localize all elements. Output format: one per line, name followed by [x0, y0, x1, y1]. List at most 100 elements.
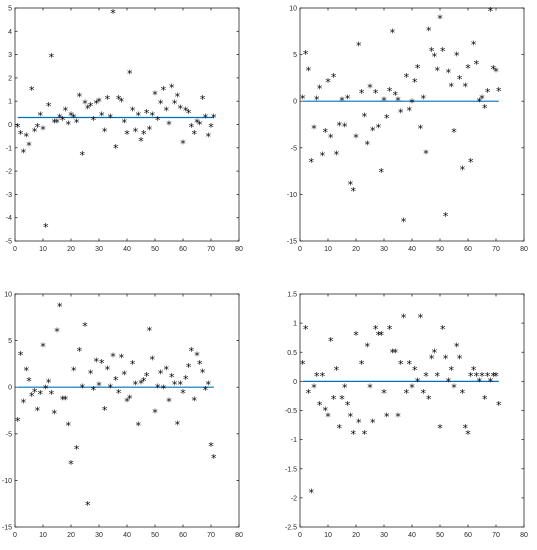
- data-point: *: [26, 140, 32, 153]
- data-point: *: [451, 381, 457, 394]
- data-point: *: [339, 393, 345, 406]
- y-tick-label: -10: [2, 478, 12, 485]
- data-point: *: [82, 98, 88, 111]
- data-point: *: [147, 123, 153, 136]
- data-point: *: [401, 216, 407, 229]
- data-point: *: [205, 379, 211, 392]
- data-point: *: [29, 390, 35, 403]
- data-point: *: [387, 85, 393, 98]
- data-point: *: [71, 365, 77, 378]
- data-point: *: [488, 376, 494, 389]
- data-point: *: [381, 387, 387, 400]
- data-point: *: [37, 109, 43, 122]
- data-point: *: [85, 102, 91, 115]
- data-point: *: [367, 381, 373, 394]
- data-point: *: [420, 93, 426, 106]
- y-tick-label: -1: [291, 437, 297, 444]
- data-point: *: [420, 387, 426, 400]
- x-tick-label: 60: [179, 246, 187, 253]
- data-point: *: [186, 361, 192, 374]
- y-tick-label: 1: [293, 321, 297, 328]
- y-tick-label: 2: [8, 75, 12, 82]
- data-point: *: [404, 71, 410, 84]
- data-point: *: [119, 95, 125, 108]
- x-tick-label: 30: [95, 532, 103, 539]
- data-point: *: [370, 124, 376, 137]
- data-point: *: [488, 5, 494, 18]
- data-point: *: [320, 149, 326, 162]
- data-point: *: [124, 395, 130, 408]
- x-tick-label: 40: [408, 532, 416, 539]
- axes-box: [299, 293, 525, 528]
- data-point: *: [18, 349, 24, 362]
- data-point: *: [367, 81, 373, 94]
- y-tick-label: 0: [8, 385, 12, 392]
- data-point: *: [186, 107, 192, 120]
- data-point: *: [474, 58, 480, 71]
- data-point: *: [362, 110, 368, 123]
- data-point: *: [60, 394, 66, 407]
- data-point: *: [49, 388, 55, 401]
- data-point: *: [51, 116, 57, 129]
- data-point: *: [166, 395, 172, 408]
- data-point: *: [177, 379, 183, 392]
- y-tick-label: -3: [6, 192, 12, 199]
- data-point: *: [119, 352, 125, 365]
- y-tick-label: -5: [291, 145, 297, 152]
- data-point: *: [308, 156, 314, 169]
- data-point: *: [398, 107, 404, 120]
- data-point: *: [418, 122, 424, 135]
- data-point: *: [457, 352, 463, 365]
- data-point: *: [183, 373, 189, 386]
- data-point: *: [116, 93, 122, 106]
- data-point: *: [432, 346, 438, 359]
- data-point: *: [496, 85, 502, 98]
- data-point: *: [203, 112, 209, 125]
- data-point: *: [141, 375, 147, 388]
- data-point: *: [429, 352, 435, 365]
- x-tick-label: 50: [151, 532, 159, 539]
- data-point: *: [175, 91, 181, 104]
- y-tick-label: 10: [289, 6, 297, 13]
- data-point: *: [482, 393, 488, 406]
- data-point: *: [443, 352, 449, 365]
- data-point: *: [43, 221, 49, 234]
- data-point: *: [121, 368, 127, 381]
- data-point: *: [434, 65, 440, 78]
- data-point: *: [93, 98, 99, 111]
- x-tick-label: 80: [235, 532, 243, 539]
- data-point: *: [65, 420, 71, 433]
- data-point: *: [21, 396, 27, 409]
- data-point: *: [152, 88, 158, 101]
- data-point: *: [15, 415, 21, 428]
- data-point: *: [74, 443, 80, 456]
- data-point: *: [161, 382, 167, 395]
- data-point: *: [446, 67, 452, 80]
- data-point: *: [317, 399, 323, 412]
- data-point: *: [320, 370, 326, 383]
- data-point: *: [476, 376, 482, 389]
- data-point: *: [353, 132, 359, 145]
- x-tick-label: 40: [123, 246, 131, 253]
- data-point: *: [158, 367, 164, 380]
- data-point: *: [451, 126, 457, 139]
- data-point: *: [200, 93, 206, 106]
- data-point: *: [342, 381, 348, 394]
- data-point: *: [200, 366, 206, 379]
- data-point: *: [147, 325, 153, 338]
- data-point: *: [138, 378, 144, 391]
- data-point: *: [465, 62, 471, 75]
- data-point: *: [325, 76, 331, 89]
- data-point: *: [474, 370, 480, 383]
- data-point: *: [339, 94, 345, 107]
- data-point: *: [454, 50, 460, 63]
- data-point: *: [155, 381, 161, 394]
- data-point: *: [378, 329, 384, 342]
- data-point: *: [32, 386, 38, 399]
- data-point: *: [35, 121, 41, 134]
- y-tick-label: -2: [6, 169, 12, 176]
- x-tick-label: 10: [39, 532, 47, 539]
- y-tick-label: 0: [8, 122, 12, 129]
- data-point: *: [325, 411, 331, 424]
- data-point: *: [322, 126, 328, 139]
